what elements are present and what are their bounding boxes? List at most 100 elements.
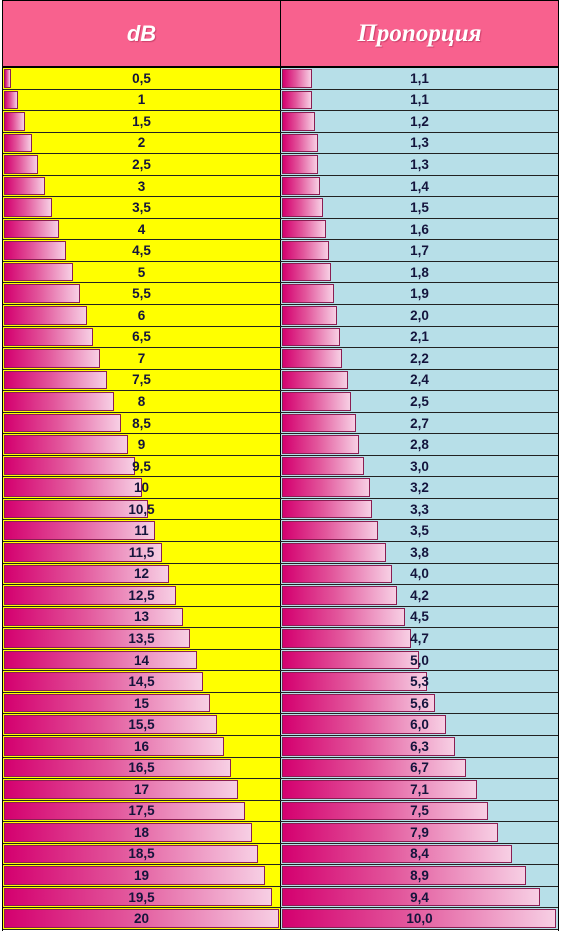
table-row: 15,5 6,0 [3,714,558,736]
db-bar [4,219,59,239]
ratio-cell: 4,0 [281,563,558,585]
table-row: 4,5 1,7 [3,240,558,262]
db-cell: 17,5 [3,800,281,822]
table-row: 10 3,2 [3,477,558,499]
db-bar [4,758,231,778]
db-value: 4,5 [132,243,151,259]
db-value: 16,5 [128,760,155,776]
ratio-cell: 2,1 [281,326,558,348]
ratio-cell: 1,1 [281,68,558,89]
table-row: 11 3,5 [3,520,558,543]
ratio-value: 8,4 [410,846,429,862]
ratio-cell: 3,8 [281,542,558,563]
db-value: 18 [133,824,150,840]
ratio-bar [282,543,387,562]
ratio-value: 7,9 [410,824,429,840]
db-bar [4,306,87,325]
ratio-cell: 2,2 [281,348,558,369]
db-value: 4 [137,221,146,237]
ratio-cell: 1,3 [281,154,558,175]
db-cell: 6,5 [3,326,281,348]
ratio-bar [282,112,315,131]
ratio-value: 1,7 [410,243,429,259]
header-ratio: Пропорция [281,1,558,66]
table-row: 19 8,9 [3,865,558,887]
table-row: 13 4,5 [3,606,558,629]
db-cell: 12 [3,563,281,585]
db-value: 15,5 [128,717,155,733]
ratio-bar [282,435,359,454]
db-bar [4,693,211,713]
ratio-value: 2,2 [410,350,429,366]
ratio-bar [282,456,365,476]
ratio-cell: 1,6 [281,218,558,240]
ratio-bar [282,521,378,541]
table-row: 9 2,8 [3,434,558,456]
ratio-cell: 1,1 [281,89,558,111]
ratio-value: 9,4 [410,889,429,905]
db-cell: 18,5 [3,843,281,865]
db-bar [4,909,279,928]
table-row: 14 5,0 [3,649,558,672]
db-bar [4,844,259,864]
db-cell: 4 [3,218,281,240]
db-bar [4,672,204,691]
ratio-cell: 1,5 [281,197,558,218]
ratio-value: 3,2 [410,480,429,496]
ratio-bar [282,736,455,756]
ratio-cell: 2,5 [281,391,558,412]
db-cell: 2,5 [3,154,281,175]
ratio-bar [282,413,356,433]
ratio-value: 1,8 [410,264,429,280]
ratio-cell: 5,6 [281,692,558,714]
ratio-value: 1,6 [410,221,429,237]
db-value: 14,5 [128,674,155,690]
ratio-cell: 4,7 [281,628,558,649]
ratio-bar [282,823,499,842]
ratio-bar [282,327,340,347]
table-row: 9,5 3,0 [3,455,558,478]
table-row: 12 4,0 [3,563,558,586]
ratio-value: 4,7 [410,630,429,646]
ratio-bar [282,69,313,88]
ratio-cell: 2,0 [281,305,558,326]
table-row: 6 2,0 [3,305,558,327]
ratio-cell: 3,2 [281,477,558,498]
ratio-value: 5,6 [410,695,429,711]
table-row: 12,5 4,2 [3,585,558,607]
db-bar [4,715,218,734]
ratio-bar [282,715,447,734]
db-bar [4,435,128,454]
db-value: 19,5 [128,889,155,905]
ratio-cell: 10,0 [281,908,558,929]
db-value: 8 [137,393,146,409]
ratio-bar [282,607,406,627]
table-row: 14,5 5,3 [3,671,558,693]
ratio-bar [282,629,411,648]
db-value: 2,5 [132,156,151,172]
ratio-cell: 9,4 [281,886,558,908]
ratio-value: 2,8 [410,437,429,453]
ratio-value: 1,1 [410,92,429,108]
ratio-bar [282,650,419,670]
ratio-cell: 3,3 [281,498,558,520]
db-value: 9,5 [132,458,151,474]
table-row: 16 6,3 [3,735,558,758]
ratio-value: 2,4 [410,372,429,388]
db-cell: 9,5 [3,455,281,477]
ratio-value: 1,2 [410,113,429,129]
db-value: 12 [133,566,150,582]
ratio-value: 5,0 [410,652,429,668]
db-bar [4,801,245,821]
ratio-value: 4,0 [410,566,429,582]
ratio-value: 2,5 [410,393,429,409]
table-row: 15 5,6 [3,692,558,715]
ratio-value: 2,7 [410,415,429,431]
db-bar [4,176,46,196]
db-value: 6 [137,307,146,323]
ratio-value: 3,3 [410,501,429,517]
db-cell: 7 [3,348,281,369]
db-bar [4,241,66,260]
db-cell: 8 [3,391,281,412]
ratio-bar [282,219,326,239]
